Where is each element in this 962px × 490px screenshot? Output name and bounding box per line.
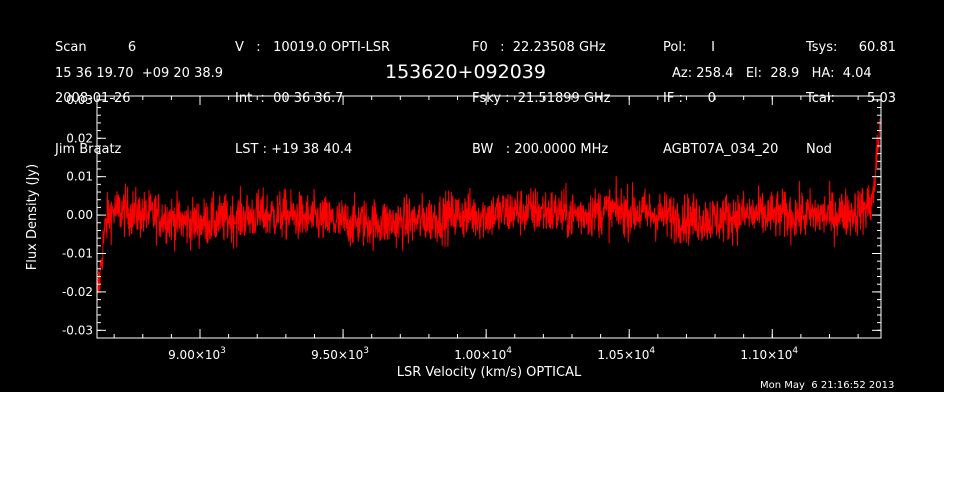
project-line: AGBT07A_034_20: [663, 142, 779, 157]
source-coordinates: 15 36 19.70 +09 20 38.9: [55, 66, 224, 81]
tcal-label: Tcal:: [806, 91, 835, 106]
nod-label: Nod: [806, 142, 832, 157]
polarization-info: Pol: I IF : 0 AGBT07A_034_20: [663, 5, 778, 192]
spectrum-trace: [96, 118, 881, 293]
tsys-label: Tsys:: [806, 40, 838, 55]
if-line: IF : 0: [663, 91, 716, 106]
y-tick-label: 0.03: [66, 93, 93, 107]
x-axis-label: LSR Velocity (km/s) OPTICAL: [397, 365, 582, 380]
scan-number: Scan 6: [55, 40, 137, 55]
tcal-value: 5.03: [867, 91, 896, 106]
bandwidth-line: BW : 200.0000 MHz: [472, 142, 609, 157]
x-tick-label: 1.05×104: [597, 346, 655, 362]
tsys-value: 60.81: [858, 40, 896, 55]
y-tick-label: 0.02: [66, 131, 93, 145]
y-axis-label: Flux Density (Jy): [25, 164, 40, 270]
velocity-line: V : 10019.0 OPTI-LSR: [235, 40, 391, 55]
x-tick-label: 1.10×104: [740, 346, 798, 362]
y-tick-label: 0.00: [66, 208, 93, 222]
tsys-labels: Tsys: Tcal: Nod: [806, 5, 837, 192]
timestamp: Mon May 6 21:16:52 2013: [760, 380, 895, 391]
y-tick-label: -0.02: [62, 285, 93, 299]
source-name: 153620+092039: [385, 61, 546, 83]
az-el-ha: Az: 258.4 El: 28.9 HA: 4.04: [672, 66, 872, 81]
integration-line: Int : 00 36 36.7: [235, 91, 344, 106]
x-tick-label: 9.00×103: [168, 346, 226, 362]
x-tick-label: 9.50×103: [311, 346, 369, 362]
lst-line: LST : +19 38 40.4: [235, 142, 353, 157]
observer-name: Jim Braatz: [55, 142, 122, 157]
velocity-info: V : 10019.0 OPTI-LSR Int : 00 36 36.7 LS…: [235, 5, 390, 192]
spectrum-chart: -0.03 -0.02 -0.01 0.00 0.01 0.02 0.03 9.00×103 9…: [25, 93, 882, 380]
y-tick-label: 0.01: [66, 170, 93, 184]
x-tick-label: 1.00×104: [454, 346, 512, 362]
observation-date: 2008-01-26: [55, 91, 131, 106]
pol-line: Pol: I: [663, 40, 715, 55]
spectrum-panel: Scan 6 2008-01-26 Jim Braatz V : 10019.0…: [0, 0, 944, 392]
scan-info: Scan 6 2008-01-26 Jim Braatz: [55, 5, 136, 192]
f0-line: F0 : 22.23508 GHz: [472, 40, 606, 55]
y-tick-label: -0.03: [62, 323, 93, 337]
plot-frame: [96, 95, 882, 339]
tsys-values: 60.81 5.03: [840, 5, 896, 192]
y-tick-label: -0.01: [62, 246, 93, 260]
